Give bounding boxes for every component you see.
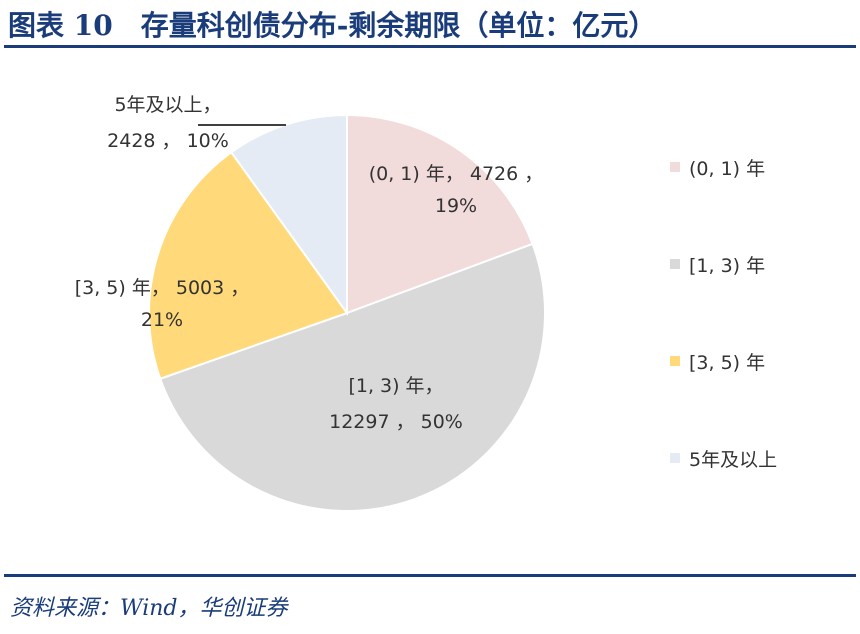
- slice-3-5-year: [148, 150, 349, 381]
- legend-swatch-3: [670, 356, 680, 366]
- slice-0-1-year: [346, 113, 534, 315]
- title-divider: [4, 45, 856, 48]
- slice-0-1-year-label-line2: 19%: [435, 195, 477, 217]
- slice-1-3-year: [158, 242, 547, 513]
- slice-1-3-year-label-line1: [1, 3) 年，: [348, 375, 443, 397]
- footer-divider: [4, 574, 856, 577]
- slice-3-5-year-label-line2: 21%: [141, 309, 183, 331]
- source-note: 资料来源：Wind，华创证券: [10, 596, 288, 621]
- slice-1-3-year-label-line2: 12297 ， 50%: [329, 411, 463, 433]
- slice-5-plus-year-label-line2: 2428 ， 10%: [107, 130, 229, 152]
- legend-swatch-4: [670, 453, 680, 463]
- slice-5-plus-year: [229, 113, 348, 317]
- page-title: 图表 10 存量科创债分布-剩余期限（单位：亿元）: [8, 9, 657, 42]
- legend-label-4: 5年及以上: [689, 449, 777, 471]
- legend-label-1: (0, 1) 年: [689, 158, 765, 180]
- legend-label-2: [1, 3) 年: [689, 255, 765, 277]
- legend-swatch-2: [670, 259, 680, 269]
- slice-5-plus-year-label-line1: 5年及以上，: [114, 94, 221, 116]
- slice-3-5-year-label-line1: [3, 5) 年， 5003 ，: [75, 277, 250, 299]
- legend-swatch-1: [670, 162, 680, 172]
- slice-0-1-year-label-line1: (0, 1) 年， 4726 ，: [369, 163, 544, 185]
- legend-label-3: [3, 5) 年: [689, 352, 765, 374]
